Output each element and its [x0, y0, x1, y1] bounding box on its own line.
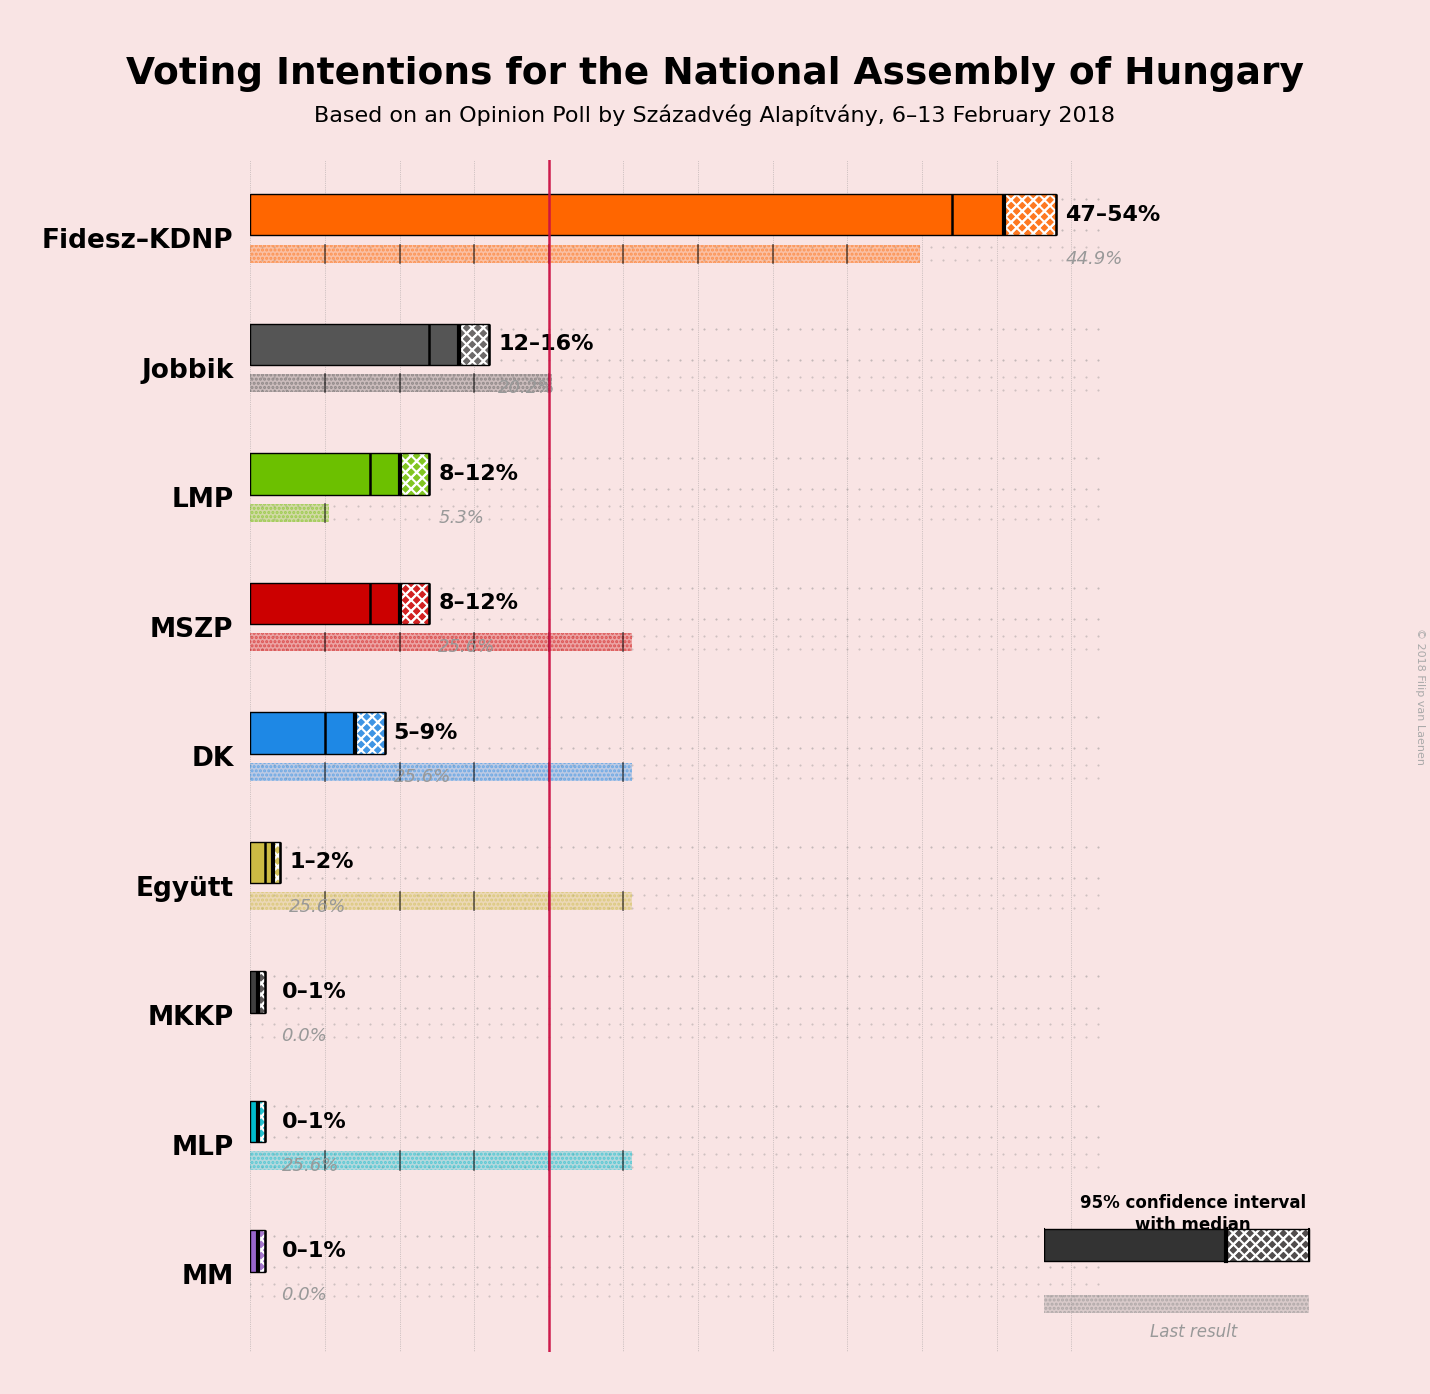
Text: 5.3%: 5.3% — [439, 509, 485, 527]
Bar — [273, 842, 280, 884]
Bar — [257, 972, 265, 1013]
Bar — [1044, 1295, 1310, 1313]
Bar — [250, 712, 355, 754]
Bar — [250, 972, 257, 1013]
Bar — [257, 972, 265, 1013]
Bar — [250, 712, 385, 754]
Text: 25.6%: 25.6% — [393, 768, 450, 786]
Bar — [250, 1231, 257, 1271]
Text: 25.6%: 25.6% — [282, 1157, 339, 1175]
Text: with median: with median — [1135, 1216, 1251, 1234]
Bar — [250, 842, 273, 884]
Bar — [250, 453, 429, 495]
Bar — [257, 1101, 265, 1142]
Bar — [257, 1101, 265, 1142]
Bar — [355, 712, 385, 754]
Bar — [399, 583, 429, 625]
Text: 47–54%: 47–54% — [1065, 205, 1161, 224]
Bar — [459, 323, 489, 365]
Bar — [1004, 194, 1057, 236]
Bar — [250, 323, 489, 365]
Bar — [257, 1231, 265, 1271]
Bar — [250, 763, 632, 781]
Bar — [250, 972, 265, 1013]
Text: © 2018 Filip van Laenen: © 2018 Filip van Laenen — [1416, 629, 1424, 765]
Bar — [250, 1151, 632, 1170]
Text: Based on an Opinion Poll by Századvég Alapítvány, 6–13 February 2018: Based on an Opinion Poll by Századvég Al… — [315, 105, 1115, 125]
Text: 12–16%: 12–16% — [498, 335, 593, 354]
Bar — [1227, 1230, 1310, 1262]
Bar — [250, 1231, 265, 1271]
Bar — [250, 503, 329, 521]
Bar — [257, 972, 265, 1013]
Text: Last result: Last result — [1150, 1323, 1237, 1341]
Text: 20.2%: 20.2% — [498, 379, 555, 397]
Text: Voting Intentions for the National Assembly of Hungary: Voting Intentions for the National Assem… — [126, 56, 1304, 92]
Bar — [1004, 194, 1057, 236]
Bar — [257, 1101, 265, 1142]
Bar — [250, 633, 632, 651]
Bar — [250, 1101, 257, 1142]
Bar — [399, 453, 429, 495]
Bar — [250, 892, 632, 910]
Text: 0–1%: 0–1% — [282, 1111, 346, 1132]
Text: 0–1%: 0–1% — [282, 1241, 346, 1262]
Text: 0–1%: 0–1% — [282, 981, 346, 1002]
Bar — [459, 323, 489, 365]
Bar — [273, 842, 280, 884]
Bar — [399, 583, 429, 625]
Bar — [250, 244, 921, 262]
Bar — [250, 503, 329, 521]
Bar — [250, 374, 552, 392]
Bar — [250, 842, 280, 884]
Bar — [355, 712, 385, 754]
Bar — [250, 453, 399, 495]
Text: 8–12%: 8–12% — [439, 594, 518, 613]
Bar — [250, 763, 632, 781]
Bar — [250, 194, 1004, 236]
Bar — [250, 583, 399, 625]
Text: 95% confidence interval: 95% confidence interval — [1080, 1195, 1306, 1213]
Bar — [273, 842, 280, 884]
Bar — [250, 194, 1057, 236]
Text: 44.9%: 44.9% — [1065, 250, 1123, 268]
Bar — [250, 323, 459, 365]
Text: 8–12%: 8–12% — [439, 464, 518, 484]
Bar — [257, 1231, 265, 1271]
Text: 25.6%: 25.6% — [289, 898, 346, 916]
Text: 25.6%: 25.6% — [439, 638, 496, 657]
Bar — [1004, 194, 1057, 236]
Bar — [459, 323, 489, 365]
Bar — [399, 453, 429, 495]
Bar — [1044, 1230, 1310, 1262]
Bar — [399, 583, 429, 625]
Bar — [250, 1151, 632, 1170]
Bar — [1044, 1295, 1310, 1313]
Bar — [250, 374, 552, 392]
Bar — [250, 892, 632, 910]
Text: 0.0%: 0.0% — [282, 1287, 327, 1305]
Bar — [399, 453, 429, 495]
Bar — [250, 583, 429, 625]
Bar — [250, 633, 632, 651]
Bar — [250, 244, 921, 262]
Bar — [1227, 1230, 1310, 1262]
Bar — [250, 1101, 265, 1142]
Text: 0.0%: 0.0% — [282, 1027, 327, 1046]
Bar — [355, 712, 385, 754]
Bar — [257, 1231, 265, 1271]
Text: 1–2%: 1–2% — [289, 853, 353, 873]
Bar — [1227, 1230, 1310, 1262]
Text: 5–9%: 5–9% — [393, 723, 458, 743]
Bar — [1044, 1230, 1227, 1262]
